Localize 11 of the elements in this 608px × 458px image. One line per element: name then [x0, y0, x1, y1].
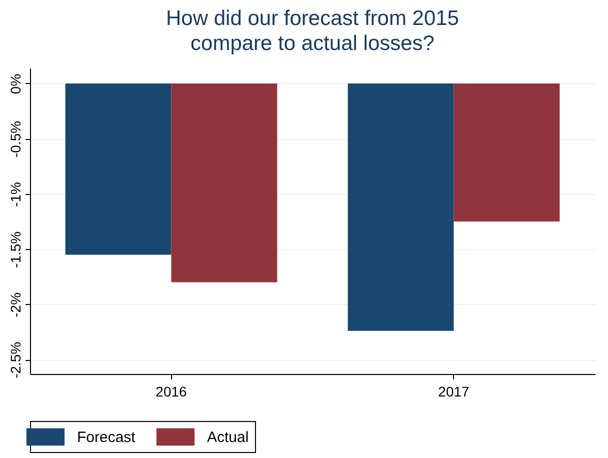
y-tick-label: -0.5% — [8, 120, 24, 158]
legend-label: Forecast — [77, 428, 136, 446]
y-tick-label: -1% — [8, 182, 24, 207]
y-tick-label: 0% — [8, 74, 24, 94]
y-tick-label: -2% — [8, 292, 24, 318]
y-tick-label: -1.5% — [8, 231, 24, 268]
x-tick-label: 2017 — [438, 384, 470, 400]
y-tick-label: -2.5% — [8, 342, 24, 378]
x-tick-label: 2016 — [156, 384, 188, 400]
legend-label: Actual — [207, 428, 249, 446]
chart-title: How did our forecast from 2015 compare to actual losses? — [166, 7, 459, 55]
